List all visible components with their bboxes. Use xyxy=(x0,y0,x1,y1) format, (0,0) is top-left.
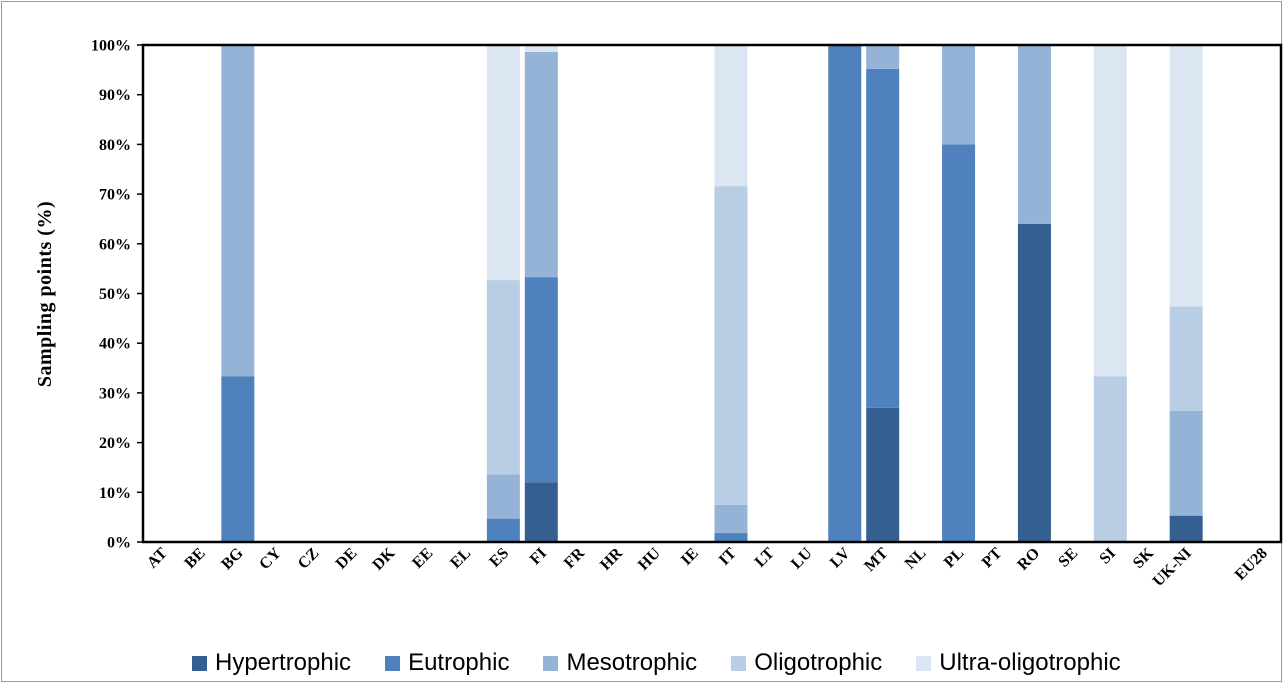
x-tick-label: SK xyxy=(1130,544,1158,572)
x-tick-label: EL xyxy=(447,545,474,572)
x-tick-label: BG xyxy=(218,544,247,573)
x-tick-label: UK-NI xyxy=(1150,545,1195,590)
x-tick-label: LU xyxy=(788,544,816,572)
x-tick-label: EU28 xyxy=(1232,545,1271,584)
bar-segment-UK-NI-oligotrophic xyxy=(1169,306,1203,411)
y-tick-label: 10% xyxy=(99,485,131,502)
y-tick-label: 40% xyxy=(99,336,131,353)
legend-label: Eutrophic xyxy=(408,649,510,676)
bar-segment-BG-eutrophic xyxy=(221,376,255,542)
bar-segment-MT-hypertrophic xyxy=(866,407,900,542)
legend-item-eutrophic: Eutrophic xyxy=(385,649,509,677)
y-tick-label: 20% xyxy=(99,435,131,452)
bar-segment-LV-eutrophic xyxy=(828,45,862,542)
legend: Hypertrophic Eutrophic Mesotrophic Oligotro… xyxy=(192,646,1155,680)
x-tick-label: CZ xyxy=(295,545,323,573)
x-tick-label: EE xyxy=(409,545,436,572)
y-axis-ticks: 0% 10% 20% 30% 40% 50% 60% 70% 80% 90% 100% xyxy=(91,38,143,552)
x-axis-ticks: AT BE BG CY CZ DE DK EE EL ES FI FR HR HU IE IT LT LU LV MT… xyxy=(144,544,1271,590)
y-tick-label: 90% xyxy=(99,87,131,104)
bar-segment-MT-eutrophic xyxy=(866,68,900,408)
x-tick-label: DK xyxy=(369,544,398,573)
legend-label: Oligotrophic xyxy=(754,649,883,676)
x-tick-label: AT xyxy=(144,545,171,572)
x-tick-label: HR xyxy=(597,544,626,573)
bar-segment-UK-NI-mesotrophic xyxy=(1169,410,1203,516)
legend-label: Mesotrophic xyxy=(566,649,698,676)
x-tick-label: PL xyxy=(941,545,967,571)
y-axis-label: Sampling points (%) xyxy=(34,201,56,387)
bar-segment-PL-mesotrophic xyxy=(942,45,976,145)
legend-item-mesotrophic: Mesotrophic xyxy=(543,649,697,677)
legend-item-oligotrophic: Oligotrophic xyxy=(731,649,882,677)
bar-segment-SI-ultra-oligotrophic xyxy=(1093,45,1127,377)
x-tick-label: SI xyxy=(1096,545,1119,568)
x-tick-label: BE xyxy=(182,545,209,572)
legend-swatch xyxy=(543,655,559,671)
y-tick-label: 30% xyxy=(99,385,131,402)
legend-label: Ultra-oligotrophic xyxy=(939,649,1121,676)
bar-segment-SI-oligotrophic xyxy=(1093,376,1127,542)
y-tick-label: 70% xyxy=(99,187,131,204)
x-tick-label: LT xyxy=(752,545,778,571)
y-tick-label: 60% xyxy=(99,236,131,253)
bar-segment-UK-NI-hypertrophic xyxy=(1169,515,1203,542)
x-tick-label: FR xyxy=(561,544,588,571)
bars-layer xyxy=(221,45,1203,543)
x-tick-label: LV xyxy=(827,544,854,571)
y-tick-label: 50% xyxy=(99,286,131,303)
bar-segment-ES-mesotrophic xyxy=(486,474,520,519)
legend-swatch xyxy=(731,655,747,671)
bar-segment-RO-hypertrophic xyxy=(1017,223,1051,543)
x-tick-label: NL xyxy=(902,545,930,573)
x-tick-label: RO xyxy=(1014,545,1043,574)
stacked-bar-chart: 0% 10% 20% 30% 40% 50% 60% 70% 80% 90% 100% AT BE BG… xyxy=(34,38,1283,590)
legend-label: Hypertrophic xyxy=(215,649,352,676)
bar-segment-ES-oligotrophic xyxy=(486,280,520,475)
legend-swatch xyxy=(916,655,932,671)
bar-segment-ES-ultra-oligotrophic xyxy=(486,45,520,281)
bar-segment-IT-oligotrophic xyxy=(714,186,748,505)
legend-swatch xyxy=(192,655,207,671)
legend-item-hypertrophic: Hypertrophic xyxy=(192,649,351,677)
y-tick-label: 80% xyxy=(99,137,131,154)
bar-segment-RO-mesotrophic xyxy=(1017,45,1051,224)
x-tick-label: FI xyxy=(527,545,550,568)
x-tick-label: HU xyxy=(635,544,664,573)
bar-segment-PL-eutrophic xyxy=(942,144,976,542)
legend-swatch xyxy=(385,655,401,671)
x-tick-label: DE xyxy=(333,545,361,573)
bar-segment-BG-mesotrophic xyxy=(221,45,255,377)
bar-segment-IT-mesotrophic xyxy=(714,504,748,534)
y-tick-label: 100% xyxy=(91,38,131,55)
x-tick-label: CY xyxy=(256,544,285,573)
x-tick-label: IT xyxy=(716,545,740,569)
x-tick-label: MT xyxy=(861,545,891,575)
bar-segment-FI-mesotrophic xyxy=(524,51,558,278)
y-tick-label: 0% xyxy=(107,535,131,552)
x-tick-label: SE xyxy=(1055,545,1081,571)
legend-item-ultra-oligotrophic: Ultra-oligotrophic xyxy=(916,649,1121,677)
x-tick-label: IE xyxy=(678,545,702,569)
bar-segment-MT-mesotrophic xyxy=(866,45,900,69)
bar-segment-ES-eutrophic xyxy=(486,518,520,542)
bar-segment-FI-hypertrophic xyxy=(524,482,558,542)
x-tick-label: PT xyxy=(979,545,1006,572)
bar-segment-IT-eutrophic xyxy=(714,533,748,542)
bar-segment-IT-ultra-oligotrophic xyxy=(714,45,748,187)
x-tick-label: ES xyxy=(486,545,512,571)
bar-segment-FI-eutrophic xyxy=(524,277,558,483)
bar-segment-UK-NI-ultra-oligotrophic xyxy=(1169,45,1203,307)
bar-segment-FI-ultra-oligotrophic xyxy=(524,45,558,52)
